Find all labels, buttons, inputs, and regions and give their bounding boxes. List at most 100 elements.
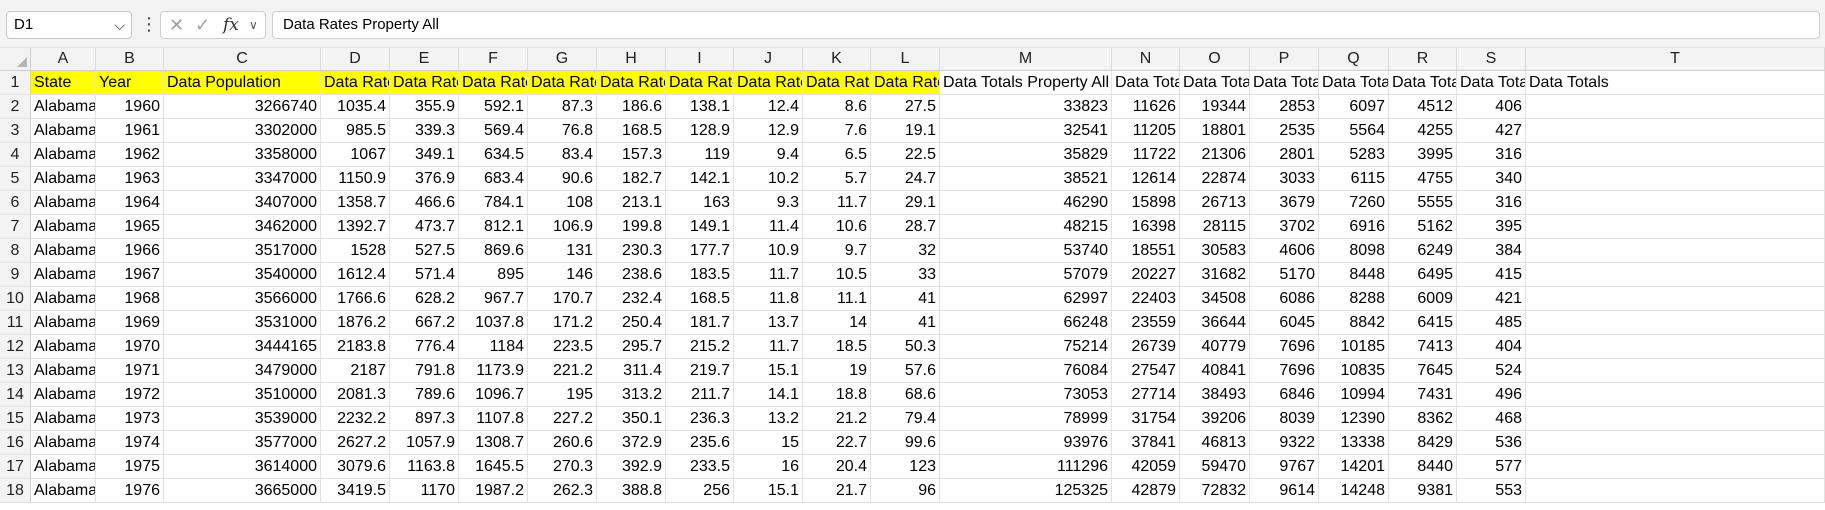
table-cell[interactable]: 75214 [940, 335, 1112, 359]
row-header[interactable]: 13 [0, 359, 31, 383]
table-cell[interactable]: 9.7 [803, 239, 871, 263]
table-cell[interactable]: 2801 [1250, 143, 1319, 167]
table-cell[interactable] [1526, 143, 1825, 167]
table-cell[interactable]: 10185 [1319, 335, 1389, 359]
table-cell[interactable] [1526, 239, 1825, 263]
table-cell[interactable]: 177.7 [666, 239, 734, 263]
table-cell[interactable]: 1987.2 [459, 479, 528, 503]
table-cell[interactable]: 3358000 [164, 143, 321, 167]
table-cell[interactable]: 3444165 [164, 335, 321, 359]
formula-input[interactable]: Data Rates Property All [272, 11, 1820, 39]
table-cell[interactable]: 384 [1457, 239, 1526, 263]
table-cell[interactable]: 13338 [1319, 431, 1389, 455]
table-cell[interactable]: 3266740 [164, 95, 321, 119]
table-cell[interactable]: 776.4 [390, 335, 459, 359]
table-cell[interactable]: 427 [1457, 119, 1526, 143]
table-cell[interactable]: 11.1 [803, 287, 871, 311]
table-cell[interactable]: 72832 [1180, 479, 1250, 503]
table-cell[interactable] [1526, 431, 1825, 455]
header-cell[interactable]: Data Totals [1319, 71, 1389, 95]
table-cell[interactable]: 592.1 [459, 95, 528, 119]
table-cell[interactable]: 83.4 [528, 143, 597, 167]
header-cell[interactable]: Data Totals [1112, 71, 1180, 95]
table-cell[interactable] [1526, 287, 1825, 311]
table-cell[interactable]: 57079 [940, 263, 1112, 287]
table-cell[interactable]: 392.9 [597, 455, 666, 479]
header-cell[interactable]: Data Rates [803, 71, 871, 95]
table-cell[interactable]: 125325 [940, 479, 1112, 503]
table-cell[interactable]: 21306 [1180, 143, 1250, 167]
table-cell[interactable]: 19.1 [871, 119, 940, 143]
table-cell[interactable]: 79.4 [871, 407, 940, 431]
table-cell[interactable]: Alabama [31, 479, 96, 503]
table-cell[interactable]: Alabama [31, 431, 96, 455]
table-cell[interactable]: 7696 [1250, 359, 1319, 383]
table-cell[interactable]: 13.7 [734, 311, 803, 335]
table-cell[interactable] [1526, 95, 1825, 119]
table-cell[interactable]: 40841 [1180, 359, 1250, 383]
table-cell[interactable]: 87.3 [528, 95, 597, 119]
table-cell[interactable]: 12614 [1112, 167, 1180, 191]
row-header[interactable]: 8 [0, 239, 31, 263]
table-cell[interactable] [1526, 407, 1825, 431]
table-cell[interactable]: 30583 [1180, 239, 1250, 263]
table-cell[interactable]: 20.4 [803, 455, 871, 479]
table-cell[interactable]: 1035.4 [321, 95, 390, 119]
table-cell[interactable]: 90.6 [528, 167, 597, 191]
table-cell[interactable]: 223.5 [528, 335, 597, 359]
table-cell[interactable]: 38493 [1180, 383, 1250, 407]
check-icon[interactable]: ✓ [195, 15, 211, 35]
table-cell[interactable]: 1966 [96, 239, 164, 263]
table-cell[interactable]: 468 [1457, 407, 1526, 431]
table-cell[interactable]: 149.1 [666, 215, 734, 239]
table-cell[interactable]: 66248 [940, 311, 1112, 335]
table-cell[interactable]: 14.1 [734, 383, 803, 407]
header-cell[interactable]: Data Totals [1389, 71, 1457, 95]
table-cell[interactable]: 11.8 [734, 287, 803, 311]
table-cell[interactable]: 32 [871, 239, 940, 263]
table-cell[interactable]: 8288 [1319, 287, 1389, 311]
table-cell[interactable]: 473.7 [390, 215, 459, 239]
table-cell[interactable]: 10835 [1319, 359, 1389, 383]
table-cell[interactable]: 40779 [1180, 335, 1250, 359]
column-header-d[interactable]: D [321, 48, 390, 70]
column-header-a[interactable]: A [31, 48, 96, 70]
table-cell[interactable]: 3079.6 [321, 455, 390, 479]
table-cell[interactable]: 8098 [1319, 239, 1389, 263]
table-cell[interactable]: 1645.5 [459, 455, 528, 479]
table-cell[interactable] [1526, 215, 1825, 239]
table-cell[interactable]: 1612.4 [321, 263, 390, 287]
column-header-s[interactable]: S [1457, 48, 1526, 70]
row-header[interactable]: 6 [0, 191, 31, 215]
column-header-q[interactable]: Q [1319, 48, 1389, 70]
table-cell[interactable]: Alabama [31, 239, 96, 263]
row-header[interactable]: 18 [0, 479, 31, 503]
table-cell[interactable]: 31682 [1180, 263, 1250, 287]
row-header[interactable]: 3 [0, 119, 31, 143]
table-cell[interactable]: 8429 [1389, 431, 1457, 455]
column-header-l[interactable]: L [871, 48, 940, 70]
table-cell[interactable]: 16 [734, 455, 803, 479]
table-cell[interactable]: 35829 [940, 143, 1112, 167]
table-cell[interactable]: 1184 [459, 335, 528, 359]
table-cell[interactable]: 5170 [1250, 263, 1319, 287]
table-cell[interactable]: 27714 [1112, 383, 1180, 407]
table-cell[interactable]: 3407000 [164, 191, 321, 215]
row-header[interactable]: 17 [0, 455, 31, 479]
table-cell[interactable]: 123 [871, 455, 940, 479]
column-header-r[interactable]: R [1389, 48, 1457, 70]
table-cell[interactable]: Alabama [31, 167, 96, 191]
table-cell[interactable]: 238.6 [597, 263, 666, 287]
table-cell[interactable]: 789.6 [390, 383, 459, 407]
table-cell[interactable]: 895 [459, 263, 528, 287]
table-cell[interactable]: 404 [1457, 335, 1526, 359]
table-cell[interactable]: 27547 [1112, 359, 1180, 383]
header-cell[interactable]: Data Rates [528, 71, 597, 95]
table-cell[interactable] [1526, 263, 1825, 287]
table-cell[interactable]: 170.7 [528, 287, 597, 311]
table-cell[interactable]: Alabama [31, 359, 96, 383]
table-cell[interactable]: 183.5 [666, 263, 734, 287]
table-cell[interactable]: 496 [1457, 383, 1526, 407]
table-cell[interactable] [1526, 119, 1825, 143]
table-cell[interactable]: Alabama [31, 119, 96, 143]
